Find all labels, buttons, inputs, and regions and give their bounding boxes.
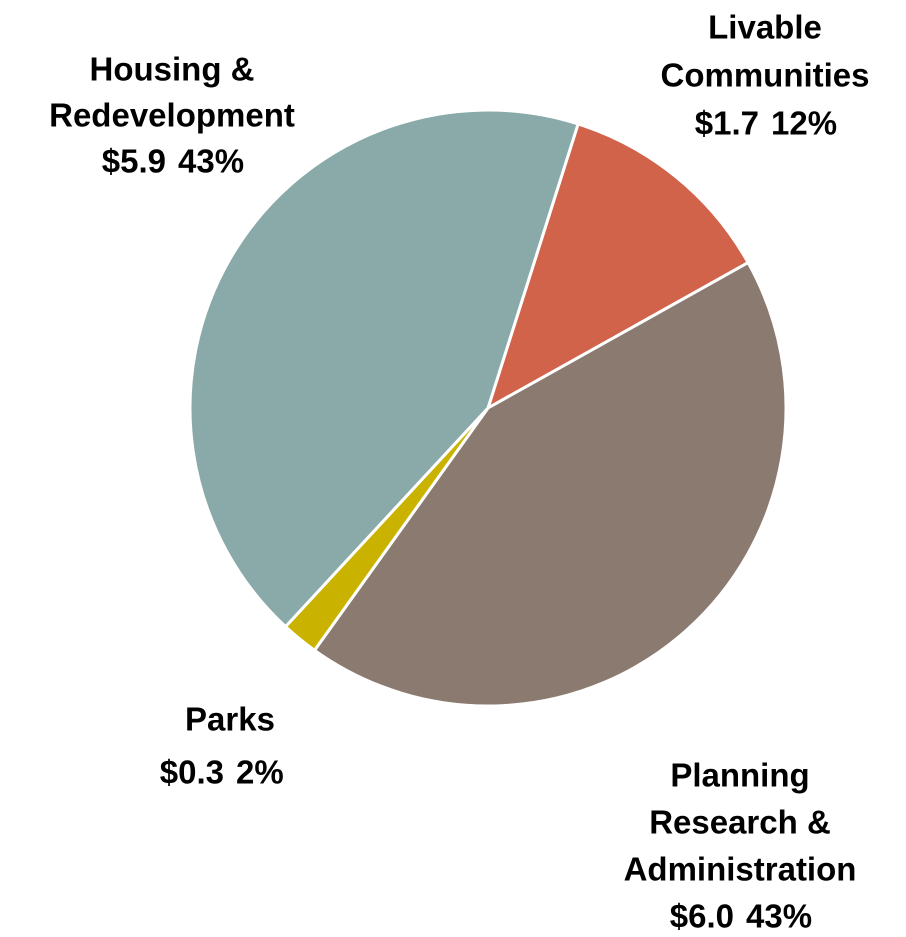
pie-slice — [485, 122, 751, 412]
pie-slice — [312, 260, 788, 708]
slice-label: Communities — [660, 57, 869, 94]
percent-label: 43% — [746, 898, 812, 935]
amount-label: $6.0 — [670, 898, 734, 935]
percent-label: 2% — [236, 754, 284, 791]
pie-slice — [188, 108, 580, 629]
slice-label: Redevelopment — [49, 97, 295, 134]
slice-label: Housing & — [90, 51, 255, 88]
amount-label: $5.9 — [102, 143, 166, 180]
slice-label: Administration — [624, 851, 857, 888]
percent-label: 12% — [771, 105, 837, 142]
amount-label: $1.7 — [695, 105, 759, 142]
slice-label: Research & — [649, 804, 831, 841]
slice-label: Planning — [670, 757, 809, 794]
slice-label: Parks — [185, 701, 275, 738]
slice-label: Livable — [708, 9, 822, 46]
percent-label: 43% — [178, 143, 244, 180]
amount-label: $0.3 — [160, 754, 224, 791]
